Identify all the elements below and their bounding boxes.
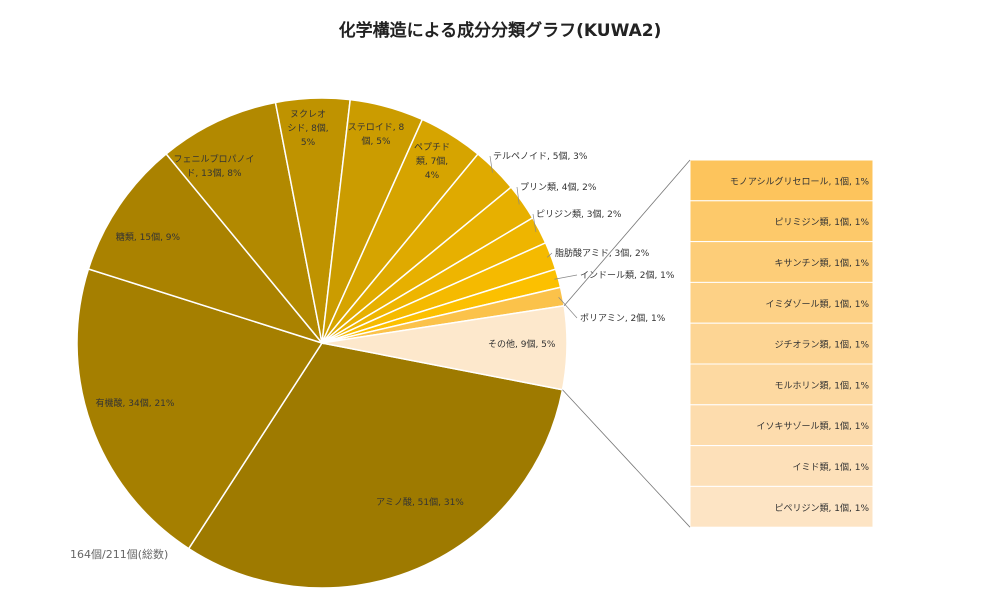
breakdown-label: ピリミジン類, 1個, 1% [775, 216, 870, 228]
connector-line-bottom [562, 389, 691, 528]
slice-label: フェニルプロパノイド, 13個, 8% [173, 154, 254, 179]
breakdown-label: イミダゾール類, 1個, 1% [766, 298, 870, 310]
slice-label: ピリジン類, 3個, 2% [536, 208, 622, 220]
slice-label: その他, 9個, 5% [488, 338, 556, 350]
leader-line [547, 252, 553, 258]
slice-label: テルペノイド, 5個, 3% [493, 150, 588, 162]
pie-slice [76, 268, 324, 550]
slice-label: 脂肪酸アミド, 3個, 2% [555, 247, 650, 259]
slice-label: ペプチド類, 7個, 4% [414, 142, 450, 181]
connector-line-top [563, 159, 691, 306]
pie-slice [321, 304, 568, 391]
leader-line [489, 155, 493, 173]
breakdown-segment [689, 445, 874, 487]
leader-line [532, 213, 537, 233]
slice-label: ヌクレオシド, 8個, 5% [287, 109, 328, 148]
slice-label: プリン類, 4個, 2% [520, 181, 597, 193]
breakdown-segment [689, 363, 874, 406]
slice-label: 糖類, 15個, 9% [116, 231, 181, 243]
leader-line [554, 274, 578, 280]
slice-label: ポリアミン, 2個, 1% [580, 312, 666, 324]
breakdown-segment [689, 281, 874, 324]
chart-title: 化学構造による成分分類グラフ(KUWA2) [338, 21, 662, 41]
leader-line [558, 296, 578, 319]
breakdown-segment [689, 159, 874, 202]
breakdown-segment [689, 322, 874, 365]
breakdown-label: イミド類, 1個, 1% [793, 461, 870, 473]
pie-slice [187, 342, 564, 589]
leader-line [516, 186, 520, 205]
breakdown-segment [689, 404, 874, 447]
breakdown-label: イソキサゾール類, 1個, 1% [757, 420, 870, 432]
slice-label: アミノ酸, 51個, 31% [376, 496, 464, 508]
breakdown-segment [689, 200, 874, 243]
total-count-note: 164個/211個(総数) [70, 548, 169, 561]
slice-label: インドール類, 2個, 1% [580, 269, 675, 281]
breakdown-label: モノアシルグリセロール, 1個, 1% [730, 175, 870, 187]
slice-label: 有機酸, 34個, 21% [96, 397, 175, 409]
pie-slice [87, 152, 325, 345]
pie-slice [165, 101, 323, 344]
breakdown-label: キサンチン類, 1個, 1% [775, 257, 870, 269]
breakdown-segment [689, 485, 874, 528]
breakdown-label: ピペリジン類, 1個, 1% [775, 502, 870, 514]
slice-label: ステロイド, 8 個, 5% [348, 122, 405, 147]
breakdown-label: ジチオラン類, 1個, 1% [775, 339, 870, 351]
breakdown-label: モルホリン類, 1個, 1% [775, 379, 870, 391]
